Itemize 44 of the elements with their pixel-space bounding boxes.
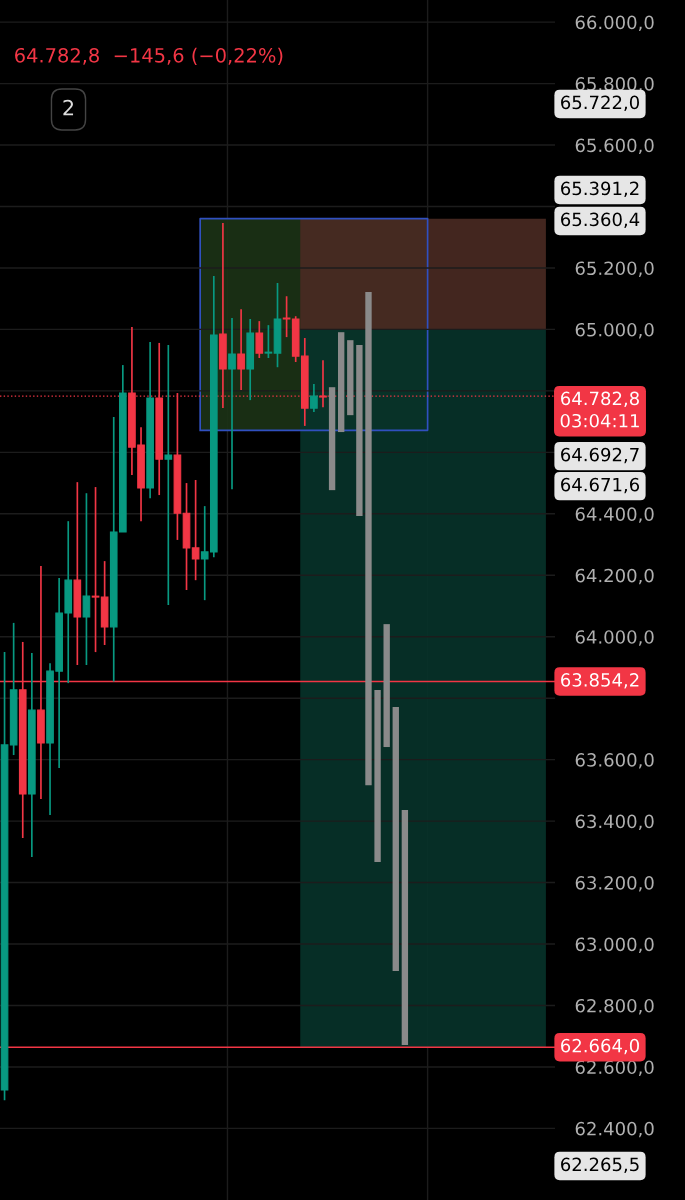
candlestick xyxy=(228,317,236,491)
bar xyxy=(328,387,336,491)
y-tick-label: 62.600,0 xyxy=(575,1060,654,1076)
text: 65.722,0 xyxy=(561,95,639,112)
y-tick-label: 63.200,0 xyxy=(575,876,654,892)
y-tick-label: 63.600,0 xyxy=(575,753,654,769)
y-tick-label: 64.400,0 xyxy=(575,507,654,523)
y-tick-label: 65.600,0 xyxy=(575,138,654,154)
ref-line-label: 62.664,0 xyxy=(561,1038,639,1055)
text: 64.671,6 xyxy=(561,477,640,494)
candlestick xyxy=(255,320,264,359)
text: 64.782,8 −145,6 (−0,22%) xyxy=(15,47,283,65)
y-tick-label: 65.200,0 xyxy=(575,261,654,277)
y-tick-label: 64.200,0 xyxy=(575,568,654,585)
y-tick-label: 63.000,0 xyxy=(575,937,654,953)
candlestick xyxy=(264,324,273,359)
bar xyxy=(374,689,381,862)
candlestick xyxy=(237,308,245,391)
bar xyxy=(383,624,390,748)
text: 03:04:11 xyxy=(560,413,639,428)
bar xyxy=(338,332,345,433)
candlestick xyxy=(310,383,318,413)
y-tick-label: 65.000,0 xyxy=(575,322,654,339)
y-tick-label: 64.000,0 xyxy=(575,630,654,646)
ref-line-label: 64.782,8 xyxy=(561,391,639,408)
candlestick xyxy=(164,344,173,606)
candlestick xyxy=(91,486,100,653)
candlestick xyxy=(191,479,200,582)
bar xyxy=(365,291,372,786)
annotation: 2 xyxy=(63,99,74,116)
text: 62.265,5 xyxy=(561,1157,639,1174)
ref-line-label: 63.854,2 xyxy=(561,673,639,689)
text: 65.391,2 xyxy=(561,181,639,198)
text: 65.360,4 xyxy=(561,212,640,229)
text: 64.692,7 xyxy=(561,447,639,464)
y-tick-label: 63.400,0 xyxy=(575,814,654,831)
candlestick xyxy=(82,492,91,666)
bar xyxy=(392,707,399,972)
bar xyxy=(347,340,354,416)
y-tick-label: 62.800,0 xyxy=(575,998,654,1015)
bar xyxy=(401,810,409,1046)
bar xyxy=(356,345,363,516)
y-tick-label: 66.000,0 xyxy=(575,15,654,32)
y-tick-label: 62.400,0 xyxy=(575,1121,654,1138)
